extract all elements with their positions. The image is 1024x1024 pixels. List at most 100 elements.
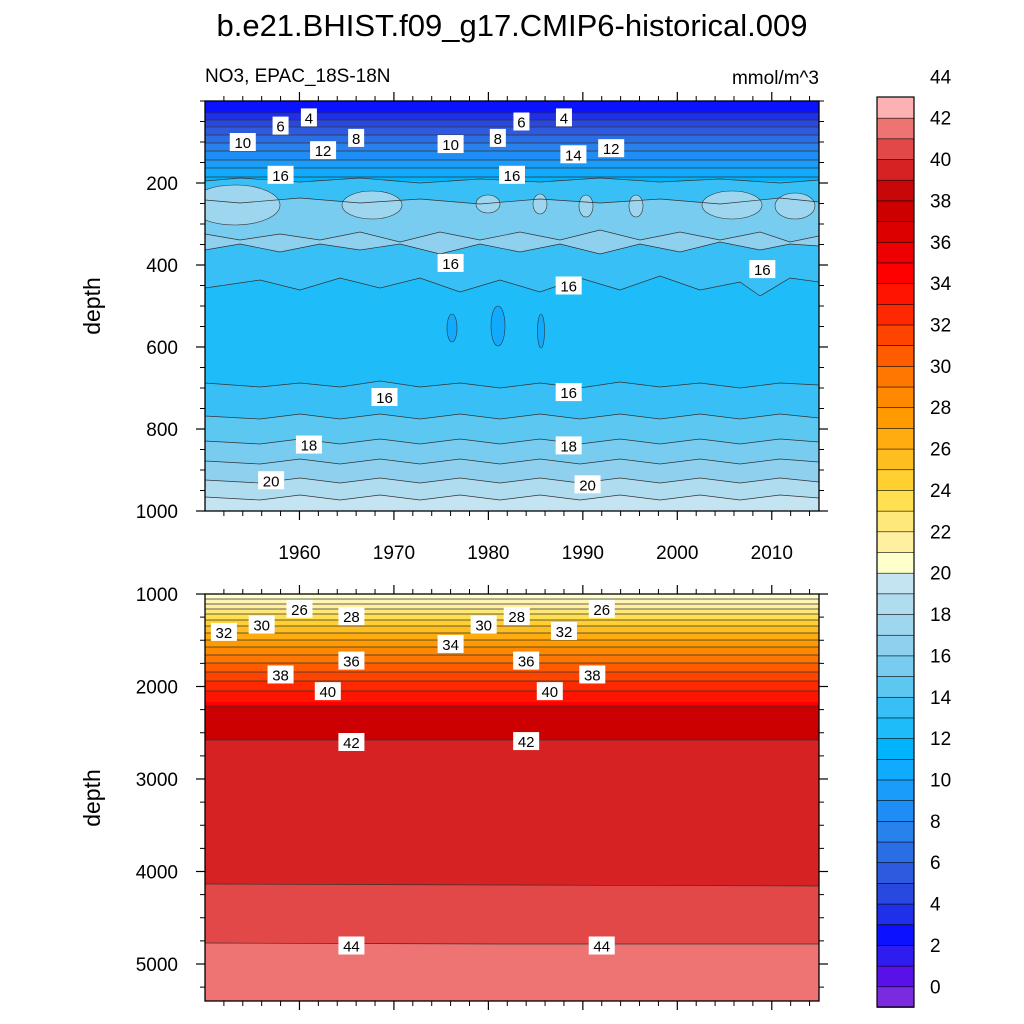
contour-label: 34 — [442, 637, 459, 654]
contour-label-bg — [536, 682, 563, 701]
contour-label-bg — [574, 475, 601, 494]
colorbar-swatch — [876, 117, 915, 140]
colorbar-swatch — [876, 717, 915, 739]
upper-band-13 — [205, 143, 819, 152]
colorbar-swatch — [876, 510, 915, 533]
contour-label: 8 — [494, 131, 502, 148]
contour-label-bg — [555, 436, 582, 455]
contour-label-bg — [555, 276, 582, 295]
upper-band-deep4 — [205, 459, 819, 483]
upper-band-18 — [205, 230, 819, 254]
chart-title: b.e21.BHIST.f09_g17.CMIP6-historical.009 — [216, 8, 807, 43]
upper-band-deep6 — [205, 495, 819, 511]
contour-label: 16 — [442, 256, 459, 273]
upper-blob — [701, 190, 763, 220]
colorbar-swatch — [876, 944, 915, 967]
contour-label: 8 — [352, 131, 360, 148]
contour-label: 36 — [343, 654, 360, 671]
lower-contour-lines — [205, 598, 819, 945]
colorbar-swatch — [876, 882, 915, 905]
contour-label: 28 — [508, 609, 525, 626]
colorbar-swatch — [876, 655, 915, 677]
contour-label-bg — [258, 471, 285, 490]
lower-band-44 — [205, 884, 819, 944]
x-tick-label: 1990 — [562, 543, 604, 564]
colorbar-swatch — [876, 179, 915, 202]
contour-label-bg — [286, 599, 313, 618]
upper-left-label: NO3, EPAC_18S-18N — [205, 66, 391, 87]
contour-label: 16 — [560, 385, 577, 402]
colorbar-label: 26 — [930, 440, 951, 461]
contour-label-bg — [437, 253, 464, 272]
lower-band-36 — [205, 681, 819, 691]
contour-label: 30 — [253, 618, 270, 635]
colorbar-label: 16 — [930, 646, 951, 667]
upper-contour-fill — [205, 101, 819, 511]
lower-band-29 — [205, 626, 819, 633]
upper-core-cell — [446, 313, 458, 343]
y-tick-label: 2000 — [136, 678, 178, 699]
contour-label: 12 — [603, 141, 620, 158]
upper-band-deep1 — [205, 381, 819, 419]
colorbar-label: 44 — [930, 67, 952, 88]
colorbar-swatch — [876, 220, 915, 243]
x-tick-label: 1980 — [467, 543, 509, 564]
upper-band-6 — [205, 113, 819, 121]
colorbar-swatch — [876, 634, 915, 657]
upper-band-14 — [205, 151, 819, 161]
upper-band-4 — [205, 101, 819, 115]
contour-label-bg — [749, 260, 776, 279]
colorbar-label: 4 — [930, 895, 941, 916]
contour-label: 38 — [584, 667, 601, 684]
lower-band-37 — [205, 691, 819, 702]
contour-label-bg — [588, 599, 615, 618]
contour-label: 26 — [593, 602, 610, 619]
lower-band-23 — [205, 594, 819, 599]
upper-core-cell — [537, 313, 545, 349]
lower-band-33 — [205, 655, 819, 663]
colorbar-swatch — [876, 799, 915, 822]
contour-label: 4 — [560, 110, 568, 127]
contour-label-bg — [371, 388, 398, 407]
contour-label: 44 — [593, 939, 610, 956]
contour-label-bg — [437, 634, 464, 653]
contour-label: 32 — [556, 624, 573, 641]
contour-label: 18 — [560, 438, 577, 455]
colorbar-swatch — [876, 861, 915, 884]
contour-label: 18 — [301, 438, 318, 455]
colorbar-swatch — [876, 158, 915, 181]
upper-core-cell — [490, 305, 506, 347]
lower-band-31 — [205, 640, 819, 647]
contour-label-bg — [470, 615, 497, 634]
upper-band-10 — [205, 127, 819, 136]
colorbar-frame — [876, 96, 915, 1008]
lower-axes: 1000 2000 3000 4000 5000 — [136, 585, 828, 1010]
colorbar-label: 36 — [930, 233, 951, 254]
colorbar-swatch — [876, 200, 915, 222]
colorbar-label: 34 — [930, 274, 952, 295]
colorbar-swatch — [876, 965, 915, 988]
contour-label: 26 — [291, 602, 308, 619]
colorbar-swatch — [876, 551, 915, 574]
upper-band-15 — [205, 160, 819, 169]
contour-label: 16 — [560, 279, 577, 296]
contour-label-bg — [210, 622, 237, 641]
contour-label-bg — [272, 116, 289, 135]
colorbar-label: 28 — [930, 398, 951, 419]
contour-label-bg — [338, 733, 365, 751]
x-tick-label: 1960 — [278, 543, 320, 564]
colorbar-swatch — [876, 324, 915, 346]
upper-blob — [532, 193, 548, 215]
lower-band-42 — [205, 706, 819, 740]
colorbar-label: 18 — [930, 605, 951, 626]
upper-units-label: mmol/m^3 — [732, 68, 819, 89]
contour-label: 20 — [579, 477, 596, 494]
contour-label-bg — [300, 108, 317, 127]
x-tick-label: 2010 — [751, 543, 793, 564]
contour-label-bg — [437, 135, 464, 154]
colorbar-swatch — [876, 138, 915, 160]
colorbar-swatch — [876, 903, 915, 926]
contour-label: 10 — [234, 135, 251, 152]
colorbar-swatch — [876, 737, 915, 760]
colorbar-swatch — [876, 303, 915, 326]
